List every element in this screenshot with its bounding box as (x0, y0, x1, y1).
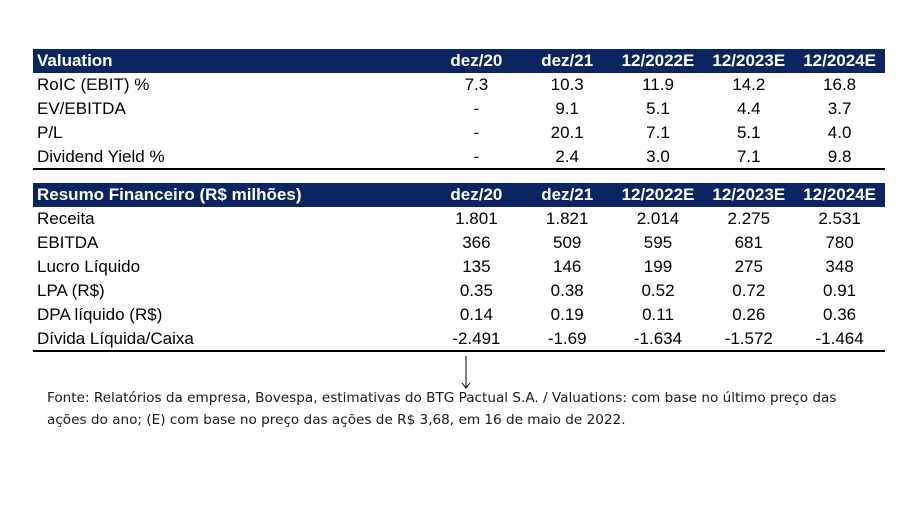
table-cell: -1.464 (794, 327, 885, 352)
table-cell: 199 (643, 257, 673, 276)
table-row: RoIC (EBIT) % 7.3 10.3 11.9 14.2 16.8 (33, 73, 885, 97)
table-cell: 9.8 (794, 145, 885, 170)
arrow-down-icon (461, 356, 471, 389)
row-label: Dívida Líquida/Caixa (33, 327, 431, 352)
financial-summary-table: Resumo Financeiro (R$ milhões) dez/20 de… (33, 183, 885, 352)
table-cell: 20.1 (550, 123, 584, 142)
table-cell: 7.1 (703, 145, 795, 170)
table-cell: 2.014 (636, 209, 680, 228)
column-header: 12/2023E (712, 51, 786, 70)
table-cell: 0.72 (732, 281, 766, 300)
table-cell: -1.572 (703, 327, 795, 352)
table-cell: 11.9 (642, 75, 674, 94)
row-label: P/L (37, 123, 63, 142)
table-cell: 16.8 (823, 75, 857, 94)
table-row: DPA líquido (R$) 0.14 0.19 0.11 0.26 0.3… (33, 303, 885, 327)
table-cell: 3.7 (827, 99, 852, 118)
column-header: dez/20 (450, 51, 503, 70)
table-cell: 146 (553, 257, 582, 276)
table-cell: 1.821 (545, 209, 589, 228)
table-cell: 5.1 (736, 123, 761, 142)
table-cell: - (473, 99, 480, 118)
table-cell: - (431, 145, 522, 170)
table-cell: 780 (825, 233, 854, 252)
row-label: EV/EBITDA (37, 99, 126, 118)
table-cell: -1.634 (612, 327, 704, 352)
table-cell: 10.3 (550, 75, 584, 94)
table-cell: - (473, 123, 480, 142)
column-header: 12/2024E (803, 185, 876, 204)
summary-title: Resumo Financeiro (R$ milhões) (37, 185, 302, 204)
table-cell: 366 (462, 233, 491, 252)
table-cell: 0.38 (550, 281, 584, 300)
valuation-header-row: Valuation dez/20 dez/21 12/2022E 12/2023… (33, 49, 885, 73)
source-footnote: Fonte: Relatórios da empresa, Bovespa, e… (47, 387, 867, 431)
table-cell: 14.2 (732, 75, 766, 94)
footnote-line: Fonte: Relatórios da empresa, Bovespa, e… (47, 390, 837, 406)
column-header: dez/21 (541, 185, 594, 204)
valuation-table: Valuation dez/20 dez/21 12/2022E 12/2023… (33, 49, 885, 170)
table-row: Lucro Líquido 135 146 199 275 348 (33, 255, 885, 279)
table-cell: 7.3 (464, 75, 489, 94)
table-cell: 2.531 (818, 209, 861, 228)
table-row: Dívida Líquida/Caixa -2.491 -1.69 -1.634… (33, 327, 885, 352)
column-header: dez/20 (450, 185, 503, 204)
column-header: 12/2023E (712, 185, 786, 204)
table-cell: 275 (734, 257, 763, 276)
row-label: DPA líquido (R$) (37, 305, 163, 324)
table-cell: 5.1 (646, 99, 670, 118)
table-cell: 0.14 (459, 305, 493, 324)
column-header: 12/2024E (803, 51, 876, 70)
table-row: LPA (R$) 0.35 0.38 0.52 0.72 0.91 (33, 279, 885, 303)
table-cell: 0.35 (459, 281, 493, 300)
table-cell: 0.36 (823, 305, 857, 324)
summary-header-row: Resumo Financeiro (R$ milhões) dez/20 de… (33, 183, 885, 207)
row-label: EBITDA (37, 233, 99, 252)
table-cell: 7.1 (646, 123, 670, 142)
column-header: 12/2022E (621, 51, 695, 70)
row-label: Dividend Yield % (33, 145, 431, 170)
valuation-title: Valuation (37, 51, 113, 70)
table-cell: -1.69 (521, 327, 613, 352)
table-cell: 0.19 (550, 305, 584, 324)
table-cell: 4.4 (736, 99, 761, 118)
table-cell: 0.26 (732, 305, 766, 324)
table-cell: 509 (553, 233, 582, 252)
column-header: dez/21 (541, 51, 594, 70)
table-cell: 135 (462, 257, 491, 276)
table-cell: 348 (825, 257, 854, 276)
table-cell: 1.801 (455, 209, 498, 228)
table-cell: 4.0 (827, 123, 852, 142)
row-label: LPA (R$) (37, 281, 105, 300)
table-cell: 0.52 (641, 281, 675, 300)
column-header: 12/2022E (621, 185, 695, 204)
table-row: P/L - 20.1 7.1 5.1 4.0 (33, 121, 885, 145)
row-label: Lucro Líquido (37, 257, 141, 276)
table-row: EBITDA 366 509 595 681 780 (33, 231, 885, 255)
table-cell: 0.11 (642, 305, 674, 324)
table-cell: 681 (734, 233, 763, 252)
table-cell: 2.275 (727, 209, 771, 228)
row-label: Receita (37, 209, 95, 228)
footnote-line: ações do ano; (E) com base no preço das … (47, 412, 626, 428)
table-cell: 9.1 (555, 99, 580, 118)
row-label: RoIC (EBIT) % (37, 75, 150, 94)
table-row: Dividend Yield % - 2.4 3.0 7.1 9.8 (33, 145, 885, 170)
table-cell: 3.0 (612, 145, 704, 170)
table-cell: 0.91 (823, 281, 857, 300)
table-row: EV/EBITDA - 9.1 5.1 4.4 3.7 (33, 97, 885, 121)
table-cell: -2.491 (431, 327, 522, 352)
table-row: Receita 1.801 1.821 2.014 2.275 2.531 (33, 207, 885, 231)
table-cell: 2.4 (521, 145, 613, 170)
table-cell: 595 (643, 233, 673, 252)
